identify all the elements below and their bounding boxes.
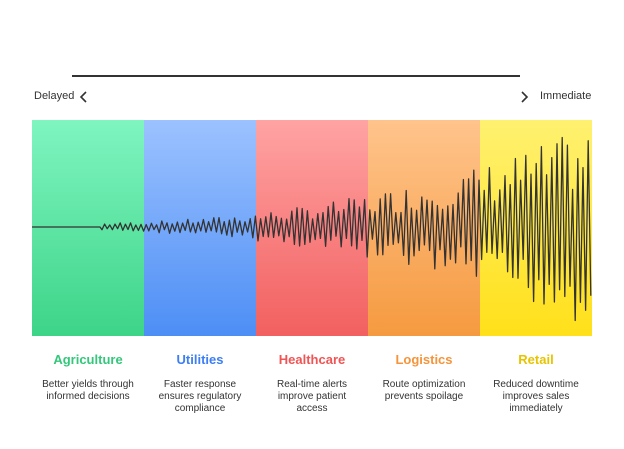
sector-description: Route optimization prevents spoilage [382,379,466,402]
sector-description: Reduced downtime improves sales immediat… [493,379,579,414]
sector-title: Logistics [395,352,453,367]
waveform-line [32,136,592,322]
delayed-label: Delayed [34,90,75,102]
band-agriculture [32,120,144,336]
sector-description: Real-time alerts improve patient access [276,379,348,414]
sector-description: Faster response ensures regulatory compl… [158,379,242,414]
sector-title: Utilities [176,352,224,367]
sector-agriculture: Agriculture Better yields through inform… [32,352,144,403]
sector-title: Agriculture [53,352,123,367]
top-rule [72,75,520,77]
signal-waveform [32,136,592,322]
immediate-label: Immediate [540,90,592,102]
sector-utilities: Utilities Faster response ensures regula… [144,352,256,415]
sector-logistics: Logistics Route optimization prevents sp… [368,352,480,403]
sector-healthcare: Healthcare Real-time alerts improve pati… [256,352,368,415]
sector-retail: Retail Reduced downtime improves sales i… [480,352,592,415]
sector-description: Better yields through informed decisions [42,379,134,402]
chevron-left-icon [79,91,87,103]
sector-title: Healthcare [278,352,346,367]
chevron-right-icon [521,91,529,103]
sector-title: Retail [518,352,554,367]
